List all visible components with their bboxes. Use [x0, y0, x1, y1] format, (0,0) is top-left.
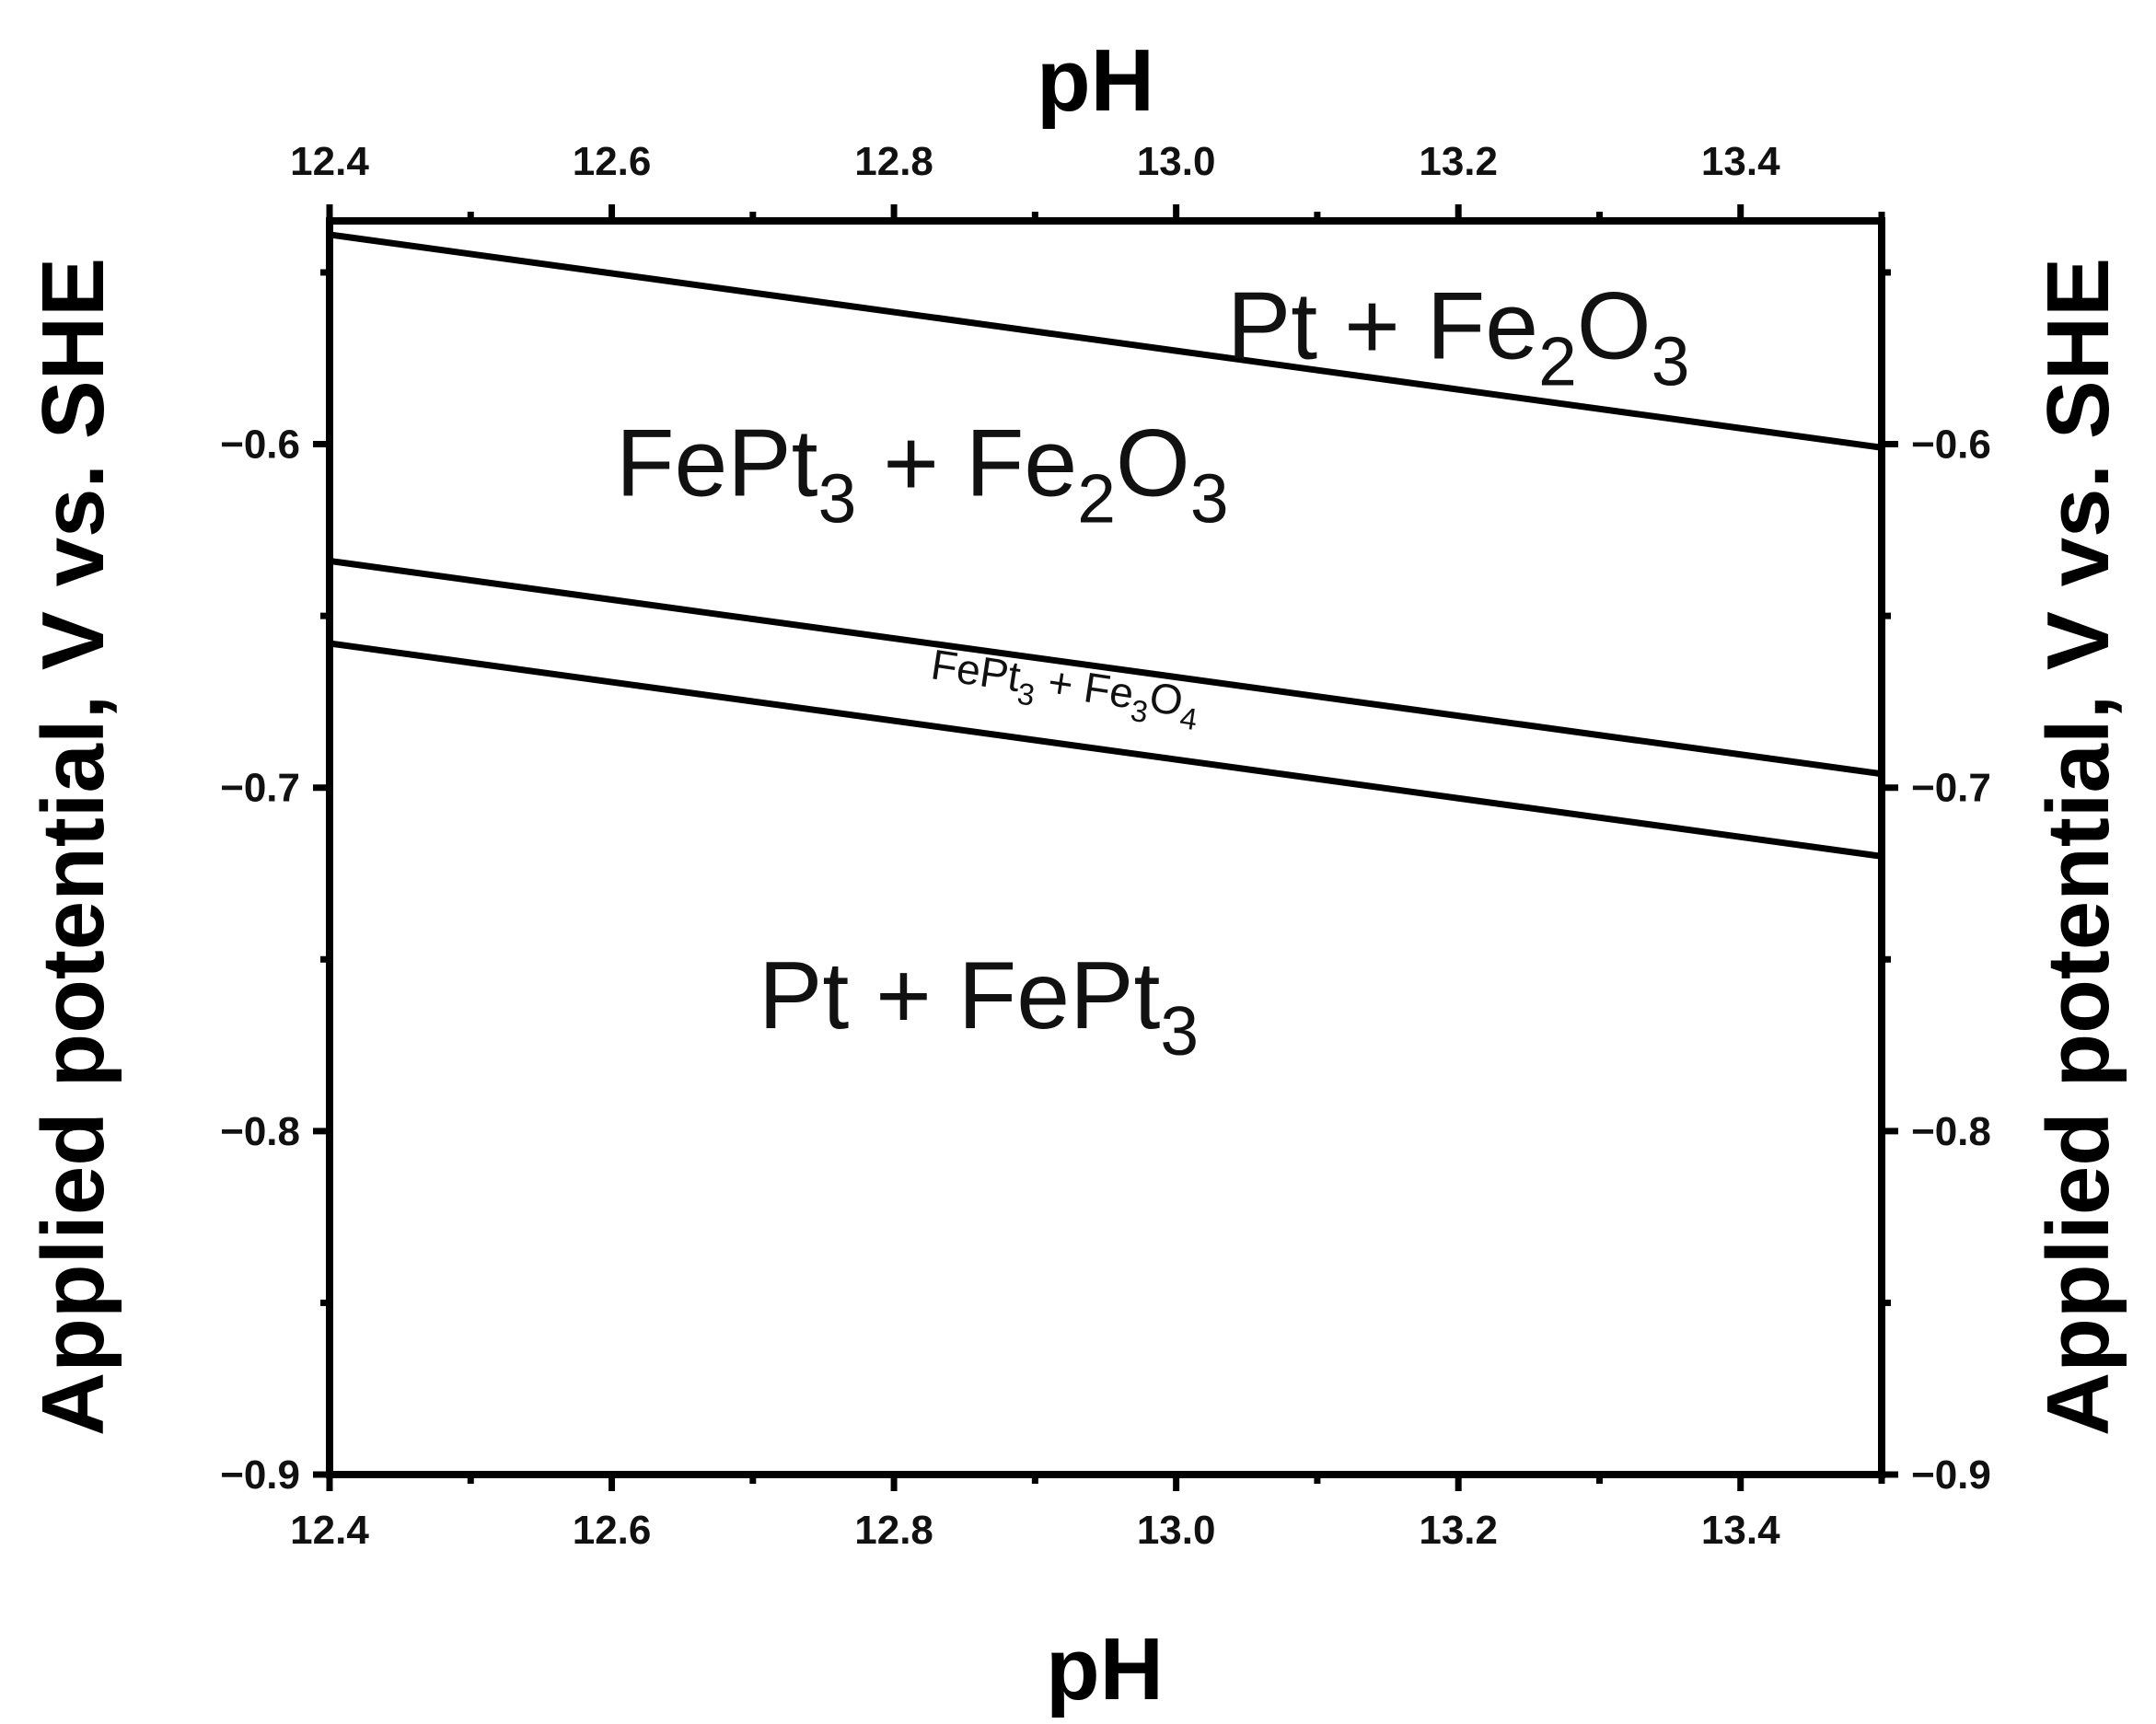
x-tick-label-bottom: 13.2 — [1419, 1508, 1498, 1553]
y-axis-title-right: Applied potential, V vs. SHE — [2029, 258, 2127, 1436]
region-label-subscript: 3 — [1015, 676, 1037, 712]
region-label-text: O — [1116, 411, 1190, 517]
region-label-subscript: 2 — [1077, 460, 1116, 538]
region-label-text: O — [1577, 272, 1652, 379]
y-tick-label-right: −0.6 — [1911, 422, 1991, 468]
y-tick-label-left: −0.8 — [220, 1109, 300, 1154]
boundary-line-2 — [329, 557, 1883, 778]
phase-boundaries — [329, 231, 1883, 860]
y-tick-label-right: −0.9 — [1911, 1452, 1991, 1498]
y-tick-label-left: −0.7 — [220, 766, 300, 811]
x-tick-label-bottom: 13.4 — [1701, 1508, 1780, 1553]
y-tick-label-right: −0.7 — [1911, 766, 1991, 811]
boundary-line-3 — [329, 640, 1883, 860]
axis-ticks — [313, 204, 1898, 1491]
region-label-subscript: 3 — [818, 460, 857, 538]
region-label-subscript: 4 — [1177, 700, 1200, 736]
x-tick-label-bottom: 12.6 — [573, 1508, 652, 1553]
region-label-subscript: 3 — [1129, 693, 1151, 729]
x-axis-title-bottom: pH — [1046, 1620, 1164, 1718]
region-label-subscript: 3 — [1190, 460, 1229, 538]
x-tick-label-top: 12.4 — [290, 139, 369, 184]
x-axis-title-top: pH — [1037, 31, 1154, 130]
region-label-text: Pt + FePt — [759, 943, 1161, 1049]
axis-tick-labels: 12.4 12.4 12.6 12.6 12.8 12.8 13.0 13.0 13.2 13.2… — [220, 139, 1991, 1553]
boundary-line-1 — [329, 231, 1883, 451]
y-tick-label-left: −0.6 — [220, 422, 300, 468]
region-label-subscript: 2 — [1538, 322, 1577, 399]
y-tick-label-right: −0.8 — [1911, 1109, 1991, 1154]
region-label-text: FePt — [928, 640, 1024, 700]
y-axis-title-left: Applied potential, V vs. SHE — [24, 258, 122, 1436]
region-label-subscript: 3 — [1652, 322, 1690, 399]
plot-frame — [326, 217, 1885, 1478]
x-tick-label-top: 12.8 — [854, 139, 933, 184]
region-label-pt-fept3: Pt + FePt3 — [759, 943, 1199, 1070]
region-label-subscript: 3 — [1160, 992, 1199, 1070]
region-label-pt-fe2o3: Pt + Fe2O3 — [1227, 272, 1690, 399]
x-tick-label-top: 13.4 — [1701, 139, 1780, 184]
region-label-text: + Fe — [1033, 655, 1137, 717]
region-label-text: + Fe — [856, 411, 1077, 517]
region-label-fept3-fe2o3: FePt3 + Fe2O3 — [616, 411, 1229, 538]
y-tick-label-left: −0.9 — [220, 1452, 300, 1498]
x-tick-label-top: 13.2 — [1419, 139, 1498, 184]
x-tick-label-bottom: 12.8 — [854, 1508, 933, 1553]
x-tick-label-bottom: 13.0 — [1137, 1508, 1216, 1553]
x-tick-label-bottom: 12.4 — [290, 1508, 369, 1553]
region-label-text: O — [1146, 673, 1186, 725]
region-label-text: FePt — [616, 411, 818, 517]
x-tick-label-top: 12.6 — [573, 139, 652, 184]
x-tick-label-top: 13.0 — [1137, 139, 1216, 184]
region-label-fept3-fe3o4: FePt3 + Fe3O4 — [927, 640, 1203, 736]
region-label-text: Pt + Fe — [1227, 272, 1538, 379]
